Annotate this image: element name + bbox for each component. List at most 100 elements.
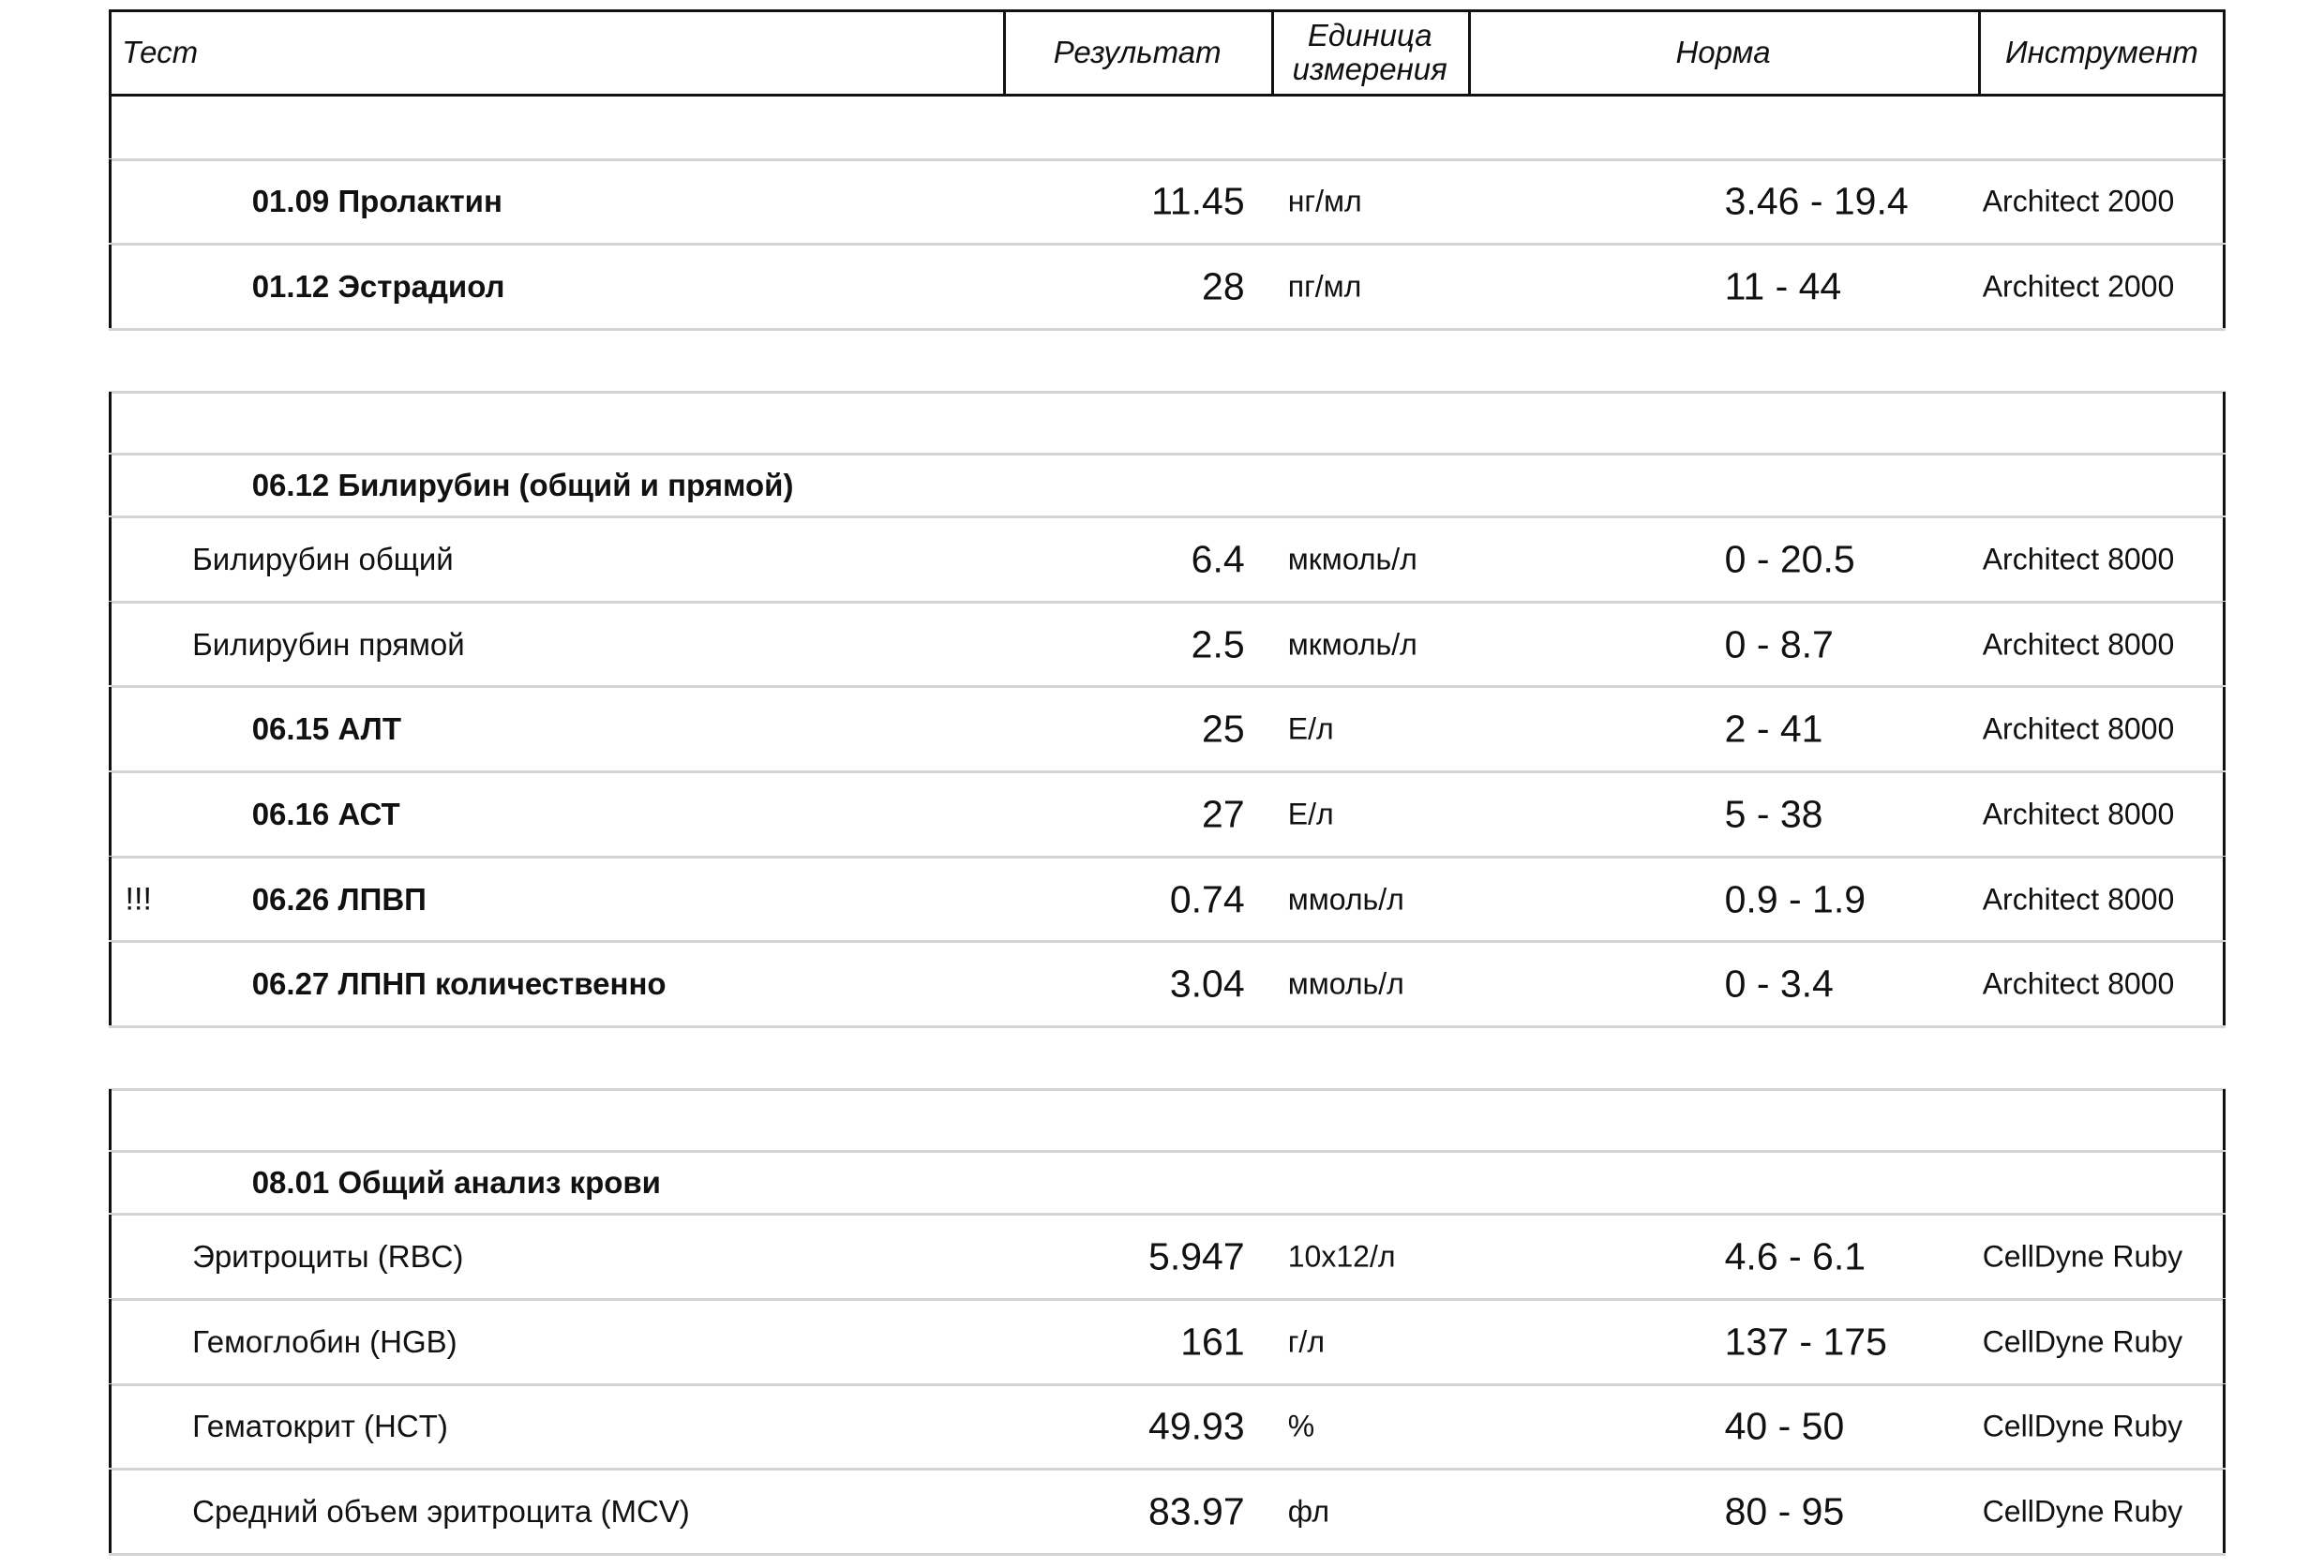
row-border-right bbox=[2222, 1152, 2226, 1215]
row-border-left bbox=[109, 1469, 112, 1555]
section-top-line bbox=[109, 390, 2226, 394]
test-name: 08.01 Общий анализ крови bbox=[251, 1165, 661, 1201]
row-border-right bbox=[2222, 392, 2226, 455]
result: 3.04 bbox=[1169, 962, 1245, 1006]
row-border-right bbox=[2222, 686, 2226, 772]
instrument: Architect 8000 bbox=[1982, 711, 2175, 746]
instrument: Architect 8000 bbox=[1982, 627, 2175, 662]
row-border-right bbox=[2222, 771, 2226, 858]
header-divider bbox=[1003, 8, 1007, 97]
unit: фл bbox=[1287, 1494, 1330, 1529]
row-border-right bbox=[2222, 1089, 2226, 1153]
row-border-right bbox=[2222, 97, 2226, 160]
row-border-right bbox=[2222, 1214, 2226, 1300]
unit: % bbox=[1287, 1409, 1315, 1443]
row-border-left bbox=[109, 1152, 112, 1215]
row-border-right bbox=[2222, 244, 2226, 330]
norm: 3.46 - 19.4 bbox=[1724, 179, 1909, 223]
unit: нг/мл bbox=[1287, 184, 1362, 218]
sub-test-name: Гемоглобин (HGB) bbox=[192, 1323, 457, 1359]
unit: Е/л bbox=[1287, 797, 1334, 831]
sub-test-name: Эритроциты (RBC) bbox=[192, 1239, 464, 1275]
norm: 11 - 44 bbox=[1724, 264, 1842, 308]
column-header: Тест bbox=[122, 35, 199, 70]
row-line bbox=[109, 1297, 2226, 1301]
row-border-left bbox=[109, 771, 112, 858]
result: 28 bbox=[1202, 264, 1245, 308]
norm: 5 - 38 bbox=[1724, 792, 1823, 836]
test-name: 06.16 АСТ bbox=[251, 796, 400, 831]
row-border-left bbox=[109, 454, 112, 517]
unit: ммоль/л bbox=[1287, 882, 1404, 917]
test-name: 01.09 Пролактин bbox=[251, 184, 502, 219]
header-divider bbox=[1468, 8, 1472, 97]
result: 161 bbox=[1180, 1320, 1245, 1364]
section-top-line bbox=[109, 1087, 2226, 1091]
instrument: Architect 8000 bbox=[1982, 542, 2175, 576]
row-line bbox=[109, 1468, 2226, 1471]
test-name: 06.26 ЛПВП bbox=[251, 881, 427, 917]
row-border-left bbox=[109, 1299, 112, 1385]
sub-test-name: Гематокрит (HCT) bbox=[192, 1409, 448, 1444]
unit: ммоль/л bbox=[1287, 966, 1404, 1001]
instrument: Architect 2000 bbox=[1982, 269, 2175, 304]
instrument: CellDyne Ruby bbox=[1982, 1409, 2183, 1443]
unit: мкмоль/л bbox=[1287, 542, 1417, 576]
test-name: 01.12 Эстрадиол bbox=[251, 269, 505, 305]
instrument: CellDyne Ruby bbox=[1982, 1324, 2183, 1359]
row-line bbox=[109, 515, 2226, 519]
norm: 0 - 3.4 bbox=[1724, 962, 1834, 1006]
norm: 4.6 - 6.1 bbox=[1724, 1234, 1867, 1278]
result: 0.74 bbox=[1169, 877, 1245, 921]
column-header: Результат bbox=[1053, 35, 1222, 70]
row-border-left bbox=[109, 1384, 112, 1470]
row-border-left bbox=[109, 159, 112, 245]
norm: 2 - 41 bbox=[1724, 707, 1823, 751]
row-line bbox=[109, 770, 2226, 774]
row-line bbox=[109, 327, 2226, 331]
flag: !!! bbox=[125, 881, 152, 918]
unit: мкмоль/л bbox=[1287, 627, 1417, 662]
row-border-right bbox=[2222, 1469, 2226, 1555]
row-border-right bbox=[2222, 941, 2226, 1027]
header-box bbox=[109, 8, 2226, 97]
sub-test-name: Средний объем эритроцита (MCV) bbox=[192, 1494, 690, 1530]
unit: 10x12/л bbox=[1287, 1239, 1396, 1274]
result: 11.45 bbox=[1151, 179, 1245, 223]
header-divider bbox=[1977, 8, 1981, 97]
norm: 0.9 - 1.9 bbox=[1724, 877, 1867, 921]
row-border-right bbox=[2222, 1384, 2226, 1470]
instrument: Architect 8000 bbox=[1982, 882, 2175, 917]
row-line bbox=[109, 855, 2226, 859]
row-line bbox=[109, 1552, 2226, 1556]
result: 27 bbox=[1202, 792, 1245, 836]
norm: 0 - 20.5 bbox=[1724, 537, 1855, 581]
row-line bbox=[109, 940, 2226, 944]
row-border-left bbox=[109, 602, 112, 687]
row-border-left bbox=[109, 1089, 112, 1153]
test-name: 06.15 АЛТ bbox=[251, 711, 401, 747]
unit: пг/мл bbox=[1287, 269, 1362, 304]
norm: 40 - 50 bbox=[1724, 1404, 1845, 1448]
result: 5.947 bbox=[1148, 1234, 1245, 1278]
norm: 80 - 95 bbox=[1724, 1489, 1845, 1533]
instrument: CellDyne Ruby bbox=[1982, 1239, 2183, 1274]
row-border-right bbox=[2222, 602, 2226, 687]
result: 83.97 bbox=[1148, 1489, 1245, 1533]
row-border-right bbox=[2222, 857, 2226, 942]
row-border-left bbox=[109, 516, 112, 603]
sub-test-name: Билирубин прямой bbox=[192, 626, 465, 662]
row-line bbox=[109, 1382, 2226, 1386]
row-line bbox=[109, 453, 2226, 456]
row-line bbox=[109, 1150, 2226, 1154]
result: 2.5 bbox=[1191, 622, 1245, 666]
instrument: CellDyne Ruby bbox=[1982, 1494, 2183, 1529]
row-line bbox=[109, 600, 2226, 604]
row-border-left bbox=[109, 1214, 112, 1300]
norm: 0 - 8.7 bbox=[1724, 622, 1834, 666]
result: 25 bbox=[1202, 707, 1245, 751]
row-border-right bbox=[2222, 454, 2226, 517]
unit: Е/л bbox=[1287, 711, 1334, 746]
instrument: Architect 8000 bbox=[1982, 966, 2175, 1001]
